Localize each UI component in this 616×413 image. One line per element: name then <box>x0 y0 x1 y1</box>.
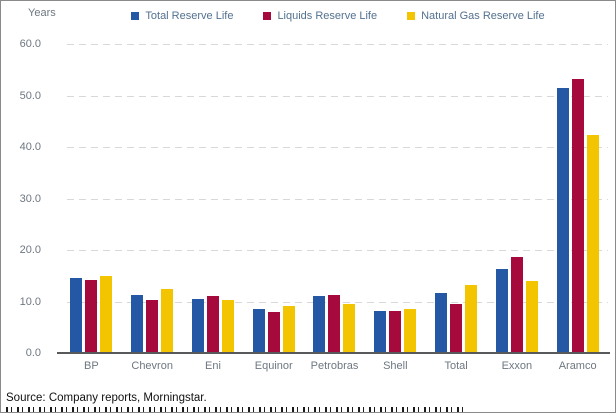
bar <box>374 310 387 353</box>
legend-item: Total Reserve Life <box>131 10 233 22</box>
bar <box>131 294 144 353</box>
bar <box>85 279 98 353</box>
bar <box>267 311 280 353</box>
bar <box>586 135 599 353</box>
bar-group-shell <box>374 44 417 353</box>
bar <box>161 288 174 353</box>
bar <box>100 276 113 353</box>
plot-area <box>57 44 610 354</box>
bar-group-bp <box>70 44 113 353</box>
legend-color-swatch-icon <box>263 12 272 20</box>
gridline <box>67 95 608 97</box>
y-tick-label: 60.0 <box>19 38 41 50</box>
bar <box>70 278 83 353</box>
bars-container <box>61 44 608 353</box>
legend-label: Total Reserve Life <box>145 10 234 22</box>
legend-item: Liquids Reserve Life <box>263 10 377 22</box>
bar <box>146 300 159 353</box>
gridline <box>67 44 608 45</box>
bar <box>252 309 265 353</box>
bar <box>221 299 234 353</box>
x-axis-baseline <box>57 352 610 354</box>
x-tick-label: Petrobras <box>310 360 359 372</box>
y-tick-label: 30.0 <box>19 192 41 205</box>
x-axis-category-labels: BP Chevron Eni Equinor Petrobras Shell Total Ex… <box>61 360 608 372</box>
bar-group-eni <box>191 44 234 353</box>
x-tick-label: BP <box>84 360 99 372</box>
legend-color-swatch-icon <box>131 12 140 20</box>
bar <box>343 303 356 353</box>
bar <box>282 306 295 353</box>
bar <box>389 310 402 353</box>
bar-group-exxon <box>495 44 538 353</box>
bar <box>510 257 523 353</box>
legend-label: Natural Gas Reserve Life <box>421 10 545 22</box>
bar-group-petrobras <box>313 44 356 353</box>
bar <box>525 281 538 353</box>
bar-group-equinor <box>252 44 295 353</box>
bar <box>404 309 417 353</box>
source-attribution: Source: Company reports, Morningstar. <box>6 392 207 404</box>
gridline <box>67 250 608 251</box>
bar <box>556 87 569 353</box>
x-tick-label: Eni <box>205 360 221 372</box>
y-tick-label: 0.0 <box>25 347 41 359</box>
chart-legend: Total Reserve Life Liquids Reserve Life Na… <box>71 10 605 22</box>
gridline <box>67 147 608 148</box>
legend-color-swatch-icon <box>407 12 416 20</box>
y-tick-label: 50.0 <box>19 89 41 102</box>
x-tick-label: Total <box>444 360 468 372</box>
y-tick-label: 40.0 <box>19 141 41 153</box>
bar <box>313 296 326 353</box>
cropped-text-strip <box>6 407 466 412</box>
x-tick-label: Aramco <box>558 360 597 372</box>
bar <box>191 298 204 353</box>
y-axis-unit-label: Years <box>28 7 56 19</box>
x-tick-label: Exxon <box>501 360 533 372</box>
bar <box>328 294 341 353</box>
y-tick-label: 20.0 <box>19 244 41 256</box>
legend-item: Natural Gas Reserve Life <box>407 10 545 22</box>
bar <box>434 292 447 353</box>
bar <box>464 285 477 353</box>
y-tick-label: 10.0 <box>19 295 41 308</box>
gridline <box>67 198 608 200</box>
bar-group-total <box>434 44 477 353</box>
x-tick-label: Shell <box>383 360 408 372</box>
bar <box>571 78 584 353</box>
legend-label: Liquids Reserve Life <box>277 10 378 22</box>
bar-group-aramco <box>556 44 599 353</box>
x-tick-label: Chevron <box>131 360 173 372</box>
x-tick-label: Equinor <box>254 360 293 372</box>
bar <box>495 268 508 353</box>
bar <box>206 296 219 353</box>
bar-group-chevron <box>131 44 174 353</box>
bar <box>449 304 462 353</box>
